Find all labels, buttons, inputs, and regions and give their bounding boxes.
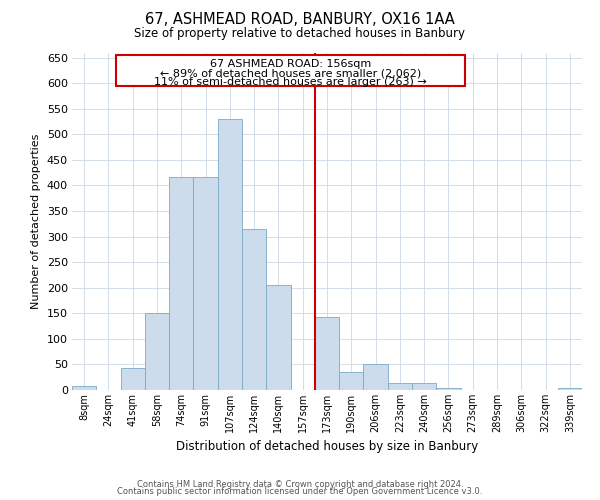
Text: Size of property relative to detached houses in Banbury: Size of property relative to detached ho… [134,28,466,40]
Bar [388,383,412,390]
Bar [193,178,218,390]
Bar [242,229,266,390]
Bar [436,388,461,390]
Text: 11% of semi-detached houses are larger (263) →: 11% of semi-detached houses are larger (… [154,77,427,87]
Bar [412,383,436,390]
Bar [72,386,96,390]
Bar [364,364,388,390]
Bar [558,388,582,390]
Bar [266,285,290,390]
Y-axis label: Number of detached properties: Number of detached properties [31,134,41,309]
Text: Contains public sector information licensed under the Open Government Licence v3: Contains public sector information licen… [118,487,482,496]
X-axis label: Distribution of detached houses by size in Banbury: Distribution of detached houses by size … [176,440,478,454]
Bar [218,119,242,390]
Text: ← 89% of detached houses are smaller (2,062): ← 89% of detached houses are smaller (2,… [160,68,421,78]
Bar [169,177,193,390]
Bar [121,368,145,390]
Bar [339,372,364,390]
Text: 67, ASHMEAD ROAD, BANBURY, OX16 1AA: 67, ASHMEAD ROAD, BANBURY, OX16 1AA [145,12,455,28]
Text: Contains HM Land Registry data © Crown copyright and database right 2024.: Contains HM Land Registry data © Crown c… [137,480,463,489]
FancyBboxPatch shape [116,55,466,86]
Bar [145,314,169,390]
Text: 67 ASHMEAD ROAD: 156sqm: 67 ASHMEAD ROAD: 156sqm [210,59,371,69]
Bar [315,317,339,390]
